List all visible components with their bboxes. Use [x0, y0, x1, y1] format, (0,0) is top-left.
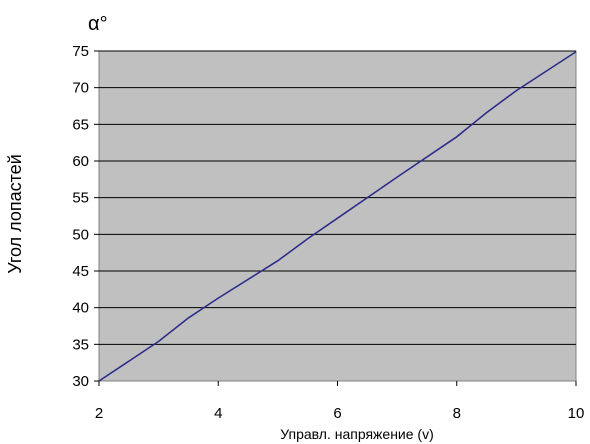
y-axis-title: Угол лопастей: [5, 154, 25, 274]
x-tick-label-4: 10: [568, 405, 585, 422]
x-tick-label-1: 4: [214, 405, 222, 422]
y-tick-label-7: 65: [72, 116, 89, 133]
x-tick-label-2: 6: [333, 405, 341, 422]
x-tick-label-0: 2: [95, 405, 103, 422]
grid-lines: [99, 50, 576, 345]
y-tick-label-4: 50: [72, 226, 89, 243]
y-tick-label-2: 40: [72, 300, 89, 317]
x-axis-ticks: 2 4 6 8 10: [95, 381, 585, 422]
y-tick-label-8: 70: [72, 80, 89, 97]
y-tick-label-0: 30: [72, 373, 89, 390]
x-axis-title: Управл. напряжение (v): [280, 426, 434, 442]
y-axis-ticks: 30 35 40 45 50 55 60 65 70 75: [72, 43, 99, 390]
y-tick-label-1: 35: [72, 336, 89, 353]
y-tick-label-9: 75: [72, 43, 89, 60]
y-unit-label: α°: [88, 13, 108, 35]
y-tick-label-6: 60: [72, 153, 89, 170]
y-tick-label-3: 45: [72, 263, 89, 280]
x-tick-label-3: 8: [453, 405, 461, 422]
series-line: [98, 51, 577, 382]
y-tick-label-5: 55: [72, 190, 89, 207]
